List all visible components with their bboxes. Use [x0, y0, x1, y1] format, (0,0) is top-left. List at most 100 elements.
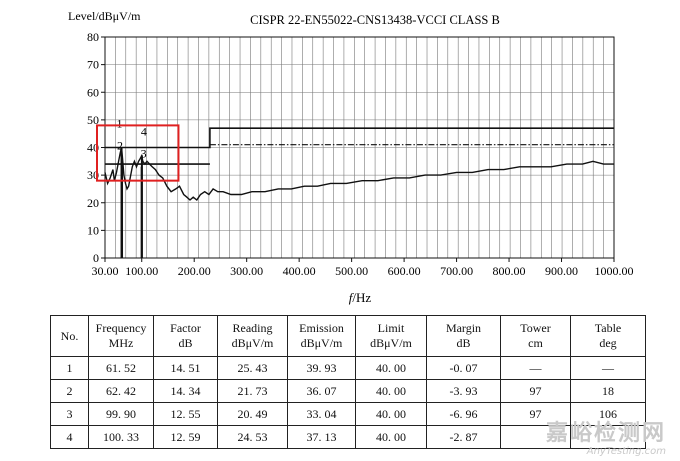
table-cell: 18 [570, 379, 646, 403]
table-body: 1 61. 52 14. 51 25. 43 39. 93 40. 00 -0. 07— —2… [50, 356, 646, 449]
y-tick-label: 70 [87, 58, 99, 72]
y-tick-label: 50 [87, 113, 99, 127]
table-cell: 3 [50, 402, 89, 426]
table-cell: 37. 13 [287, 425, 356, 449]
y-tick-label: 30 [87, 168, 99, 182]
table-header-cell: Limit dBμV/m [355, 315, 427, 357]
table-row: 1 61. 52 14. 51 25. 43 39. 93 40. 00 -0. 07— — [50, 356, 646, 380]
y-tick-label: 60 [87, 85, 99, 99]
table-cell: 39. 93 [287, 356, 356, 380]
table-header-text: dBμV/m [231, 336, 274, 350]
table-header-text: Table [594, 321, 622, 335]
table-cell: — [570, 356, 646, 380]
highlight-box [96, 124, 180, 182]
table-cell: 21. 73 [217, 379, 288, 403]
table-cell: -6. 96 [426, 402, 501, 426]
x-tick-label: 500.00 [335, 264, 368, 278]
x-tick-label: 400.00 [283, 264, 316, 278]
y-tick-label: 20 [87, 196, 99, 210]
y-tick-labels: 0 10 20 30 40 50 60 70 80 [87, 30, 105, 265]
marker-label-3: 3 [141, 147, 147, 161]
series-layer [104, 147, 614, 202]
table-cell: 106 [570, 402, 646, 426]
watermark: 嘉峪检测网 AnyTesting.com [545, 421, 666, 458]
table-row: 4 100. 33 12. 59 24. 53 37. 13 40. 00 -2. 87 [50, 425, 646, 449]
table-cell: -3. 93 [426, 379, 501, 403]
y-axis-label: Level/dBμV/m [68, 9, 141, 23]
x-axis-label-unit: /Hz [352, 290, 371, 305]
table-header-text: Emission [299, 321, 344, 335]
table-cell: 61. 52 [88, 356, 154, 380]
y-tick-label: 40 [87, 141, 99, 155]
table-cell: 4 [50, 425, 89, 449]
table-cell: 33. 04 [287, 402, 356, 426]
chart-title: CISPR 22-EN55022-CNS13438-VCCI CLASS B [250, 13, 500, 27]
table-header-text: Reading [232, 321, 273, 335]
table-header-cell: No. [50, 315, 89, 357]
table-cell: 20. 49 [217, 402, 288, 426]
table-cell: 97 [500, 402, 571, 426]
table-header-text: dBμV/m [300, 336, 343, 350]
x-tick-label: 800.00 [493, 264, 526, 278]
table-cell: 99. 90 [88, 402, 154, 426]
y-tick-label: 0 [93, 251, 99, 265]
table-header-text: Frequency [95, 321, 147, 335]
table-header-row: No. Frequency MHz Factor dB Reading dBμV/m Emis… [50, 315, 646, 357]
table-header-text: dBμV/m [370, 336, 412, 350]
table-cell: 62. 42 [88, 379, 154, 403]
peak-markers: 1 2 3 4 [117, 117, 147, 258]
table-cell: 100. 33 [88, 425, 154, 449]
grid [105, 37, 614, 258]
watermark-cn: 嘉峪检测网 [545, 421, 666, 446]
x-tick-label: 700.00 [440, 264, 473, 278]
emission-trace [104, 147, 614, 202]
table-header-cell: Margin dB [426, 315, 501, 357]
table-header-text: Tower [520, 321, 551, 335]
table-header-cell: Table deg [570, 315, 646, 357]
table-cell [570, 425, 646, 449]
marker-label-4: 4 [141, 124, 147, 138]
table-header-cell: Frequency MHz [88, 315, 154, 357]
emission-chart: CISPR 22-EN55022-CNS13438-VCCI CLASS B L… [68, 9, 634, 305]
table-cell: 40. 00 [355, 356, 427, 380]
table-cell: 14. 34 [153, 379, 218, 403]
x-tick-label: 300.00 [230, 264, 263, 278]
x-tick-label: 600.00 [388, 264, 421, 278]
table-header-cell: Emission dBμV/m [287, 315, 356, 357]
x-tick-label: 30.00 [92, 264, 119, 278]
table-row: 3 99. 90 12. 55 20. 49 33. 04 40. 00 -6. 96 97 1… [50, 402, 646, 426]
table-cell: -0. 07 [426, 356, 501, 380]
table-header-text: Limit [377, 321, 405, 335]
table-cell: 25. 43 [217, 356, 288, 380]
x-tick-label: 200.00 [178, 264, 211, 278]
table-header-text: cm [528, 336, 543, 350]
x-tick-labels: 30.00 100.00 200.00 300.00 400.00 500.00 600.0… [92, 258, 634, 278]
y-tick-label: 10 [87, 223, 99, 237]
table-header-text: Factor [170, 321, 201, 335]
table-header-text: Margin [445, 321, 482, 335]
table-cell: 97 [500, 379, 571, 403]
table-cell: 40. 00 [355, 425, 427, 449]
table-cell: 1 [50, 356, 89, 380]
x-tick-label: 900.00 [545, 264, 578, 278]
x-tick-label: 100.00 [125, 264, 158, 278]
watermark-en: AnyTesting.com [586, 446, 666, 457]
table-header-cell: Tower cm [500, 315, 571, 357]
x-axis-label-f: f [349, 290, 355, 305]
table-header-text: dB [178, 336, 193, 350]
x-tick-label: 1000.00 [595, 264, 634, 278]
table-cell: 12. 55 [153, 402, 218, 426]
marker-label-1: 1 [117, 117, 123, 131]
table-header-cell: Factor dB [153, 315, 218, 357]
table-header-text: No. [60, 328, 79, 343]
table-row: 2 62. 42 14. 34 21. 73 36. 07 40. 00 -3. 93 97 1… [50, 379, 646, 403]
table-cell: 24. 53 [217, 425, 288, 449]
plot-frame [104, 36, 615, 259]
measurement-table: No. Frequency MHz Factor dB Reading dBμV/m Emis… [50, 315, 646, 449]
limit-lines [105, 127, 614, 165]
marker-label-2: 2 [117, 138, 123, 152]
limit-line [105, 127, 614, 149]
table-cell: 2 [50, 379, 89, 403]
table-cell: 12. 59 [153, 425, 218, 449]
table-cell: -2. 87 [426, 425, 501, 449]
